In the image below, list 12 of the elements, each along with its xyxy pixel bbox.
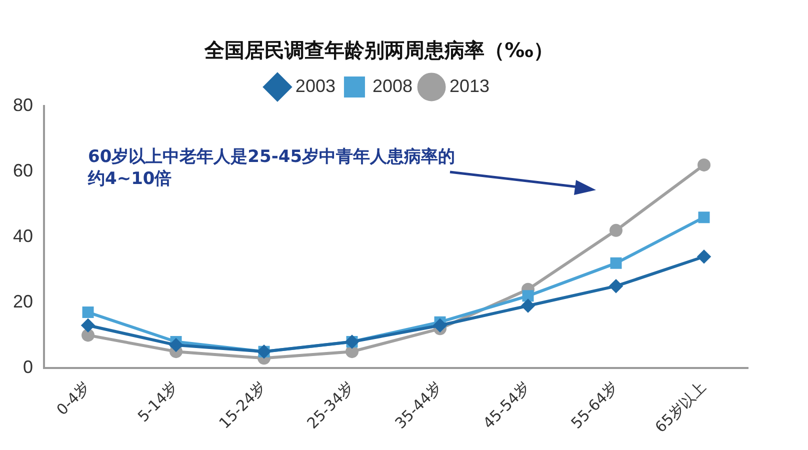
y-tick-label: 80 [12,94,34,115]
chart-title: 全国居民调查年龄别两周患病率（‰） [204,38,554,62]
legend-label: 2013 [450,76,490,96]
x-tick-label: 65岁以上 [652,378,710,436]
y-tick-label: 20 [12,291,34,312]
x-tick-label: 0-4岁 [52,378,94,419]
legend-label: 2003 [295,76,336,96]
y-tick-label: 40 [12,226,34,246]
y-tick-label: 60 [12,160,34,180]
annotation: 60岁以上中老年人是25-45岁中青年人患病率的约4~10倍 [88,146,456,190]
y-tick-label: 0 [23,356,34,377]
legend-label: 2008 [372,76,413,96]
